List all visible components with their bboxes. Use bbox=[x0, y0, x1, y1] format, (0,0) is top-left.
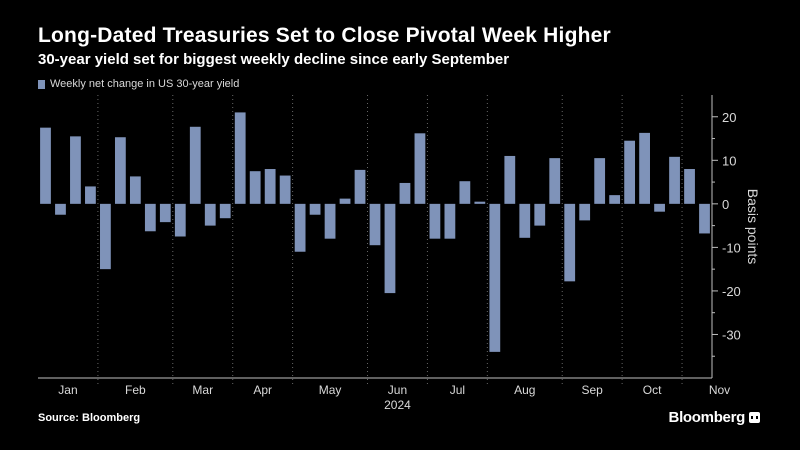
bar bbox=[489, 203, 501, 352]
bar bbox=[684, 169, 695, 204]
x-tick-label: Jan bbox=[58, 383, 77, 397]
bar bbox=[549, 158, 561, 204]
bar bbox=[204, 203, 216, 226]
bar bbox=[309, 203, 321, 215]
x-tick-label: Aug bbox=[514, 383, 535, 397]
bar bbox=[114, 137, 126, 204]
x-tick-label: May bbox=[319, 383, 342, 397]
bar bbox=[339, 198, 351, 204]
bar bbox=[414, 133, 426, 204]
year-label: 2024 bbox=[384, 398, 411, 412]
bar bbox=[354, 169, 366, 204]
bar bbox=[85, 186, 96, 204]
grid-lines bbox=[97, 95, 683, 384]
legend-label: Weekly net change in US 30-year yield bbox=[50, 78, 240, 90]
bar bbox=[624, 140, 636, 204]
bar bbox=[669, 156, 680, 204]
legend-swatch bbox=[38, 79, 45, 89]
bars bbox=[40, 112, 710, 352]
legend: Weekly net change in US 30-year yield bbox=[38, 78, 239, 90]
y-tick-label: -30 bbox=[722, 327, 741, 342]
y-tick-label: 0 bbox=[722, 197, 729, 212]
x-tick-label: Jul bbox=[450, 383, 465, 397]
bar bbox=[384, 203, 396, 294]
bar bbox=[249, 171, 261, 204]
x-tick-label: Mar bbox=[192, 383, 213, 397]
bar bbox=[219, 203, 231, 219]
y-axis-title: Basis points bbox=[745, 189, 761, 264]
chart-title: Long-Dated Treasuries Set to Close Pivot… bbox=[38, 24, 611, 47]
bar bbox=[279, 175, 291, 204]
bar bbox=[144, 203, 156, 232]
bloomberg-logo: Bloomberg bbox=[669, 409, 760, 426]
bar bbox=[444, 203, 456, 239]
bar bbox=[234, 112, 246, 204]
x-tick-label: Oct bbox=[643, 383, 662, 397]
y-tick-label: 20 bbox=[722, 110, 736, 125]
x-tick-label: Nov bbox=[709, 383, 730, 397]
source-note: Source: Bloomberg bbox=[38, 412, 141, 424]
bar bbox=[159, 203, 171, 223]
bar bbox=[55, 203, 66, 215]
bar bbox=[174, 203, 186, 237]
x-tick-label: Jun bbox=[388, 383, 407, 397]
brand-name: Bloomberg bbox=[668, 409, 746, 426]
bar bbox=[639, 132, 650, 204]
bar bbox=[609, 195, 621, 204]
bar bbox=[474, 201, 486, 204]
bar bbox=[294, 203, 306, 252]
bar bbox=[429, 203, 441, 239]
bar bbox=[519, 203, 531, 238]
bar bbox=[654, 203, 665, 212]
bar bbox=[504, 155, 516, 204]
bar bbox=[264, 169, 276, 204]
bar bbox=[534, 203, 546, 226]
bar bbox=[369, 203, 381, 246]
chart-subtitle: 30-year yield set for biggest weekly dec… bbox=[38, 51, 510, 68]
bar bbox=[40, 127, 51, 204]
bar bbox=[699, 203, 710, 234]
x-tick-label: Feb bbox=[125, 383, 146, 397]
y-tick-label: -20 bbox=[722, 284, 741, 299]
bar bbox=[70, 136, 81, 204]
bar bbox=[579, 203, 591, 221]
bar bbox=[399, 182, 411, 204]
bar bbox=[594, 158, 606, 204]
bar bbox=[100, 203, 111, 270]
bar bbox=[189, 126, 201, 204]
x-tick-label: Sep bbox=[581, 383, 603, 397]
y-tick-label: -10 bbox=[722, 240, 741, 255]
bar bbox=[564, 203, 576, 282]
x-tick-label: Apr bbox=[253, 383, 272, 397]
y-tick-label: 10 bbox=[722, 153, 736, 168]
bar bbox=[324, 203, 336, 239]
chart-badge-icon bbox=[749, 412, 760, 423]
bar bbox=[129, 176, 141, 204]
bar bbox=[459, 181, 471, 204]
